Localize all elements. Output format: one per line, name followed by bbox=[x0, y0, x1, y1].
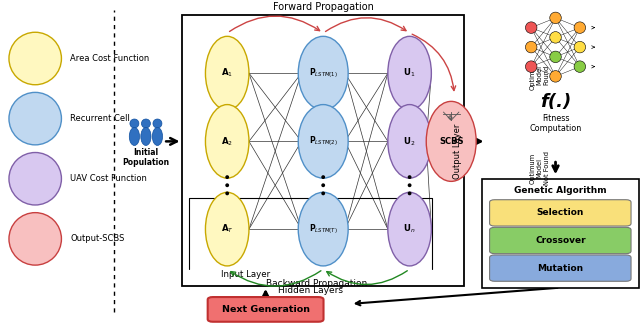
Text: Crossover: Crossover bbox=[535, 236, 586, 245]
Ellipse shape bbox=[9, 32, 61, 85]
Ellipse shape bbox=[408, 183, 412, 187]
Ellipse shape bbox=[298, 36, 348, 110]
Ellipse shape bbox=[9, 213, 61, 265]
Text: Optimum
Model
Found: Optimum Model Found bbox=[529, 59, 550, 90]
Text: Optimum
Model
Not Found: Optimum Model Not Found bbox=[529, 151, 550, 185]
Ellipse shape bbox=[408, 175, 412, 179]
Ellipse shape bbox=[550, 12, 561, 24]
Text: A$_T$: A$_T$ bbox=[221, 223, 234, 235]
Ellipse shape bbox=[205, 105, 249, 178]
Ellipse shape bbox=[225, 191, 229, 195]
Text: Output Layer: Output Layer bbox=[453, 124, 462, 179]
Text: Hidden Layers: Hidden Layers bbox=[278, 286, 343, 295]
Ellipse shape bbox=[141, 119, 150, 128]
FancyBboxPatch shape bbox=[207, 297, 323, 322]
Ellipse shape bbox=[225, 175, 229, 179]
FancyBboxPatch shape bbox=[490, 200, 631, 226]
Text: f(.): f(.) bbox=[540, 93, 571, 111]
Text: Fitness
Computation: Fitness Computation bbox=[529, 114, 582, 133]
Ellipse shape bbox=[550, 71, 561, 82]
Text: SCBS: SCBS bbox=[439, 137, 463, 146]
Text: Area Cost Function: Area Cost Function bbox=[70, 54, 150, 63]
Text: Output-SCBS: Output-SCBS bbox=[70, 234, 125, 243]
Ellipse shape bbox=[321, 175, 325, 179]
Text: ❖: ❖ bbox=[446, 115, 452, 121]
Text: A$_1$: A$_1$ bbox=[221, 67, 233, 79]
FancyBboxPatch shape bbox=[490, 255, 631, 281]
Ellipse shape bbox=[152, 127, 163, 146]
Text: Selection: Selection bbox=[536, 208, 584, 217]
Ellipse shape bbox=[550, 32, 561, 43]
FancyBboxPatch shape bbox=[182, 15, 464, 286]
FancyBboxPatch shape bbox=[482, 179, 639, 288]
Ellipse shape bbox=[298, 192, 348, 266]
Ellipse shape bbox=[130, 119, 139, 128]
Ellipse shape bbox=[321, 191, 325, 195]
Ellipse shape bbox=[550, 51, 561, 63]
Text: Initial
Population: Initial Population bbox=[122, 148, 170, 167]
Ellipse shape bbox=[205, 36, 249, 110]
Text: U$_2$: U$_2$ bbox=[403, 135, 416, 148]
Ellipse shape bbox=[9, 92, 61, 145]
Text: Mutation: Mutation bbox=[537, 264, 584, 273]
Ellipse shape bbox=[426, 101, 476, 181]
FancyBboxPatch shape bbox=[490, 227, 631, 254]
Ellipse shape bbox=[225, 183, 229, 187]
Text: A$_2$: A$_2$ bbox=[221, 135, 233, 148]
Ellipse shape bbox=[388, 105, 431, 178]
Text: Next Generation: Next Generation bbox=[221, 305, 310, 314]
Text: Recurrent Cell: Recurrent Cell bbox=[70, 114, 131, 123]
Ellipse shape bbox=[574, 61, 586, 72]
Text: U$_1$: U$_1$ bbox=[403, 67, 416, 79]
Ellipse shape bbox=[408, 191, 412, 195]
Text: P$_{LSTM(2)}$: P$_{LSTM(2)}$ bbox=[308, 135, 338, 148]
Ellipse shape bbox=[141, 127, 151, 146]
Text: Input Layer: Input Layer bbox=[221, 269, 270, 279]
Text: Genetic Algorithm: Genetic Algorithm bbox=[514, 186, 607, 195]
Text: Forward Propagation: Forward Propagation bbox=[273, 2, 374, 11]
Ellipse shape bbox=[388, 192, 431, 266]
Ellipse shape bbox=[525, 61, 537, 72]
Ellipse shape bbox=[388, 36, 431, 110]
Ellipse shape bbox=[574, 41, 586, 53]
Text: U$_n$: U$_n$ bbox=[403, 223, 416, 235]
Ellipse shape bbox=[525, 22, 537, 33]
Text: P$_{LSTM(T)}$: P$_{LSTM(T)}$ bbox=[308, 222, 338, 236]
Ellipse shape bbox=[321, 183, 325, 187]
Ellipse shape bbox=[153, 119, 162, 128]
Ellipse shape bbox=[525, 41, 537, 53]
Ellipse shape bbox=[129, 127, 140, 146]
Ellipse shape bbox=[574, 22, 586, 33]
Ellipse shape bbox=[9, 152, 61, 205]
Text: Backward Propagation: Backward Propagation bbox=[266, 279, 367, 288]
Text: UAV Cost Function: UAV Cost Function bbox=[70, 174, 147, 183]
Ellipse shape bbox=[205, 192, 249, 266]
Text: P$_{LSTM(1)}$: P$_{LSTM(1)}$ bbox=[308, 66, 338, 80]
Ellipse shape bbox=[298, 105, 348, 178]
